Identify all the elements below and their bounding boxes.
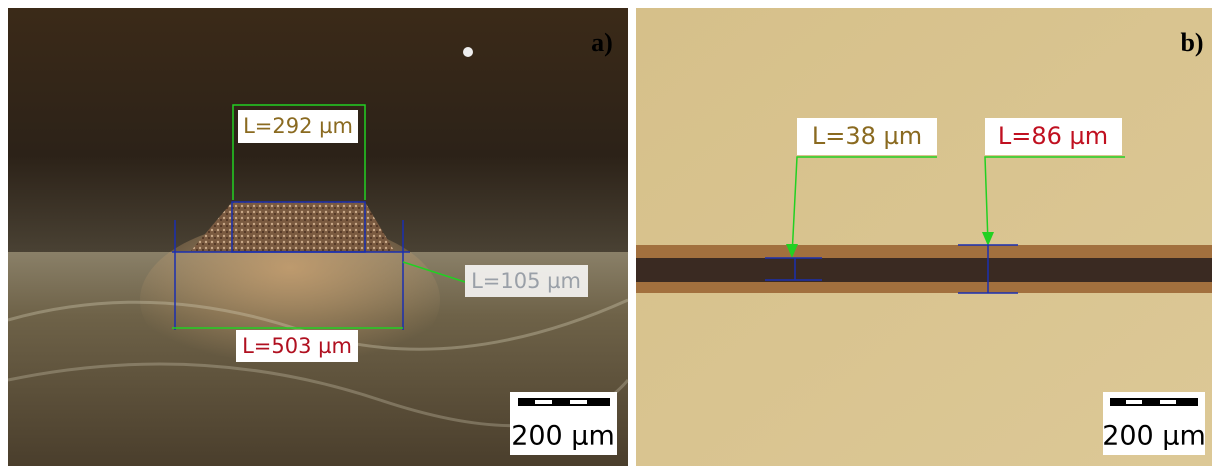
panel-label: b) (1180, 28, 1203, 57)
measurement: L=292 µm (243, 114, 353, 138)
measurement: L=38 µm (812, 122, 922, 150)
measurement: L=503 µm (242, 334, 352, 358)
scale-bar (1110, 398, 1198, 406)
panel-label: a) (591, 28, 613, 57)
panel-b: L=38 µm L=86 µm b) 200 µm (636, 8, 1212, 466)
figure: L=292 µm L=105 µm L=503 µm a) 200 µm (0, 0, 1215, 466)
panel-a: L=292 µm L=105 µm L=503 µm a) 200 µm (8, 8, 628, 466)
measurement: L=105 µm (471, 269, 581, 293)
scale-text: 200 µm (1102, 421, 1206, 452)
scale-text: 200 µm (511, 421, 615, 452)
scale-bar (518, 398, 610, 406)
track-inner (636, 258, 1212, 282)
measurement: L=86 µm (998, 122, 1108, 150)
speck (463, 47, 473, 57)
